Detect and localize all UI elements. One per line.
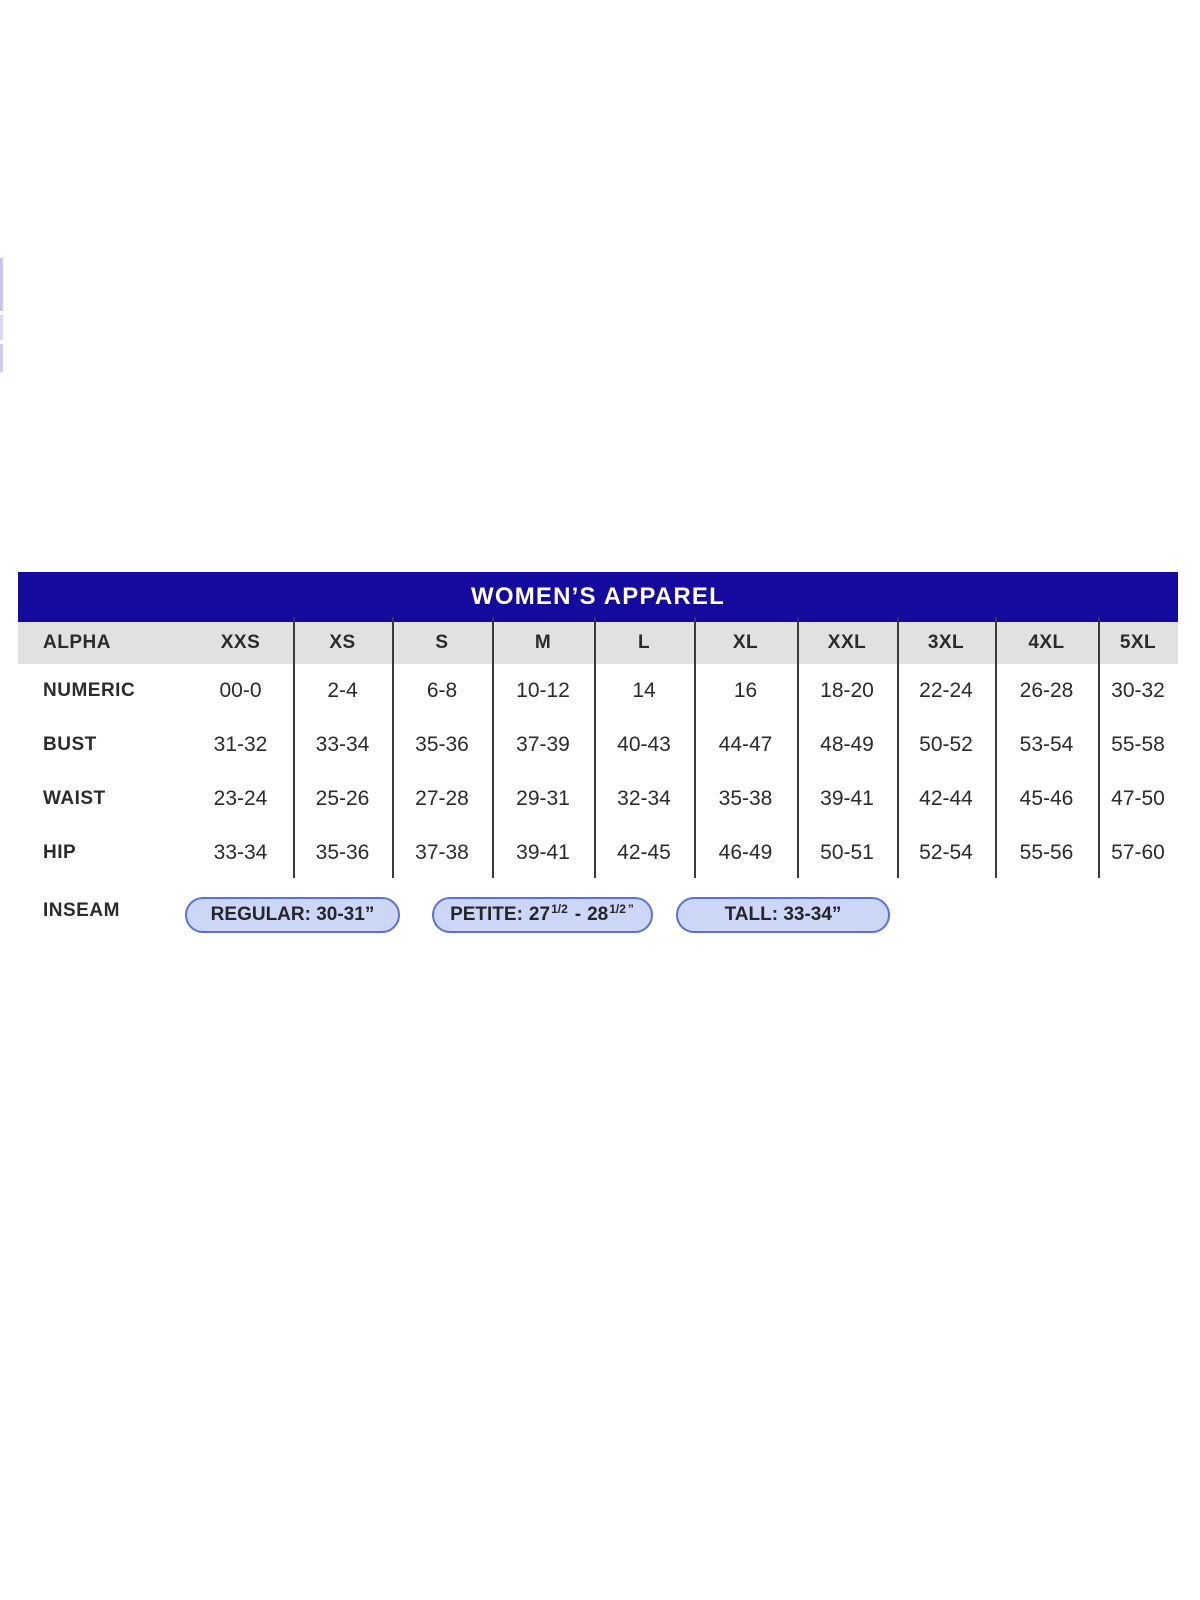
inseam-petite-separator: - — [574, 904, 582, 925]
col-header-l: L — [594, 622, 694, 664]
cell-bust-3: 37-39 — [516, 733, 570, 756]
cell-waist-9: 47-50 — [1111, 787, 1165, 810]
cell-bust-9: 55-58 — [1111, 733, 1165, 756]
inseam-petite-quote: ” — [627, 902, 634, 916]
column-divider-7 — [897, 617, 899, 878]
inseam-petite-value-1: 27 — [528, 904, 551, 925]
cell-waist-8: 45-46 — [1019, 787, 1074, 810]
column-divider-9 — [1098, 617, 1100, 878]
cell-hip-3: 39-41 — [516, 841, 570, 864]
cell-numeric-4: 14 — [632, 679, 656, 702]
row-label-numeric: NUMERIC — [43, 680, 136, 701]
col-header-m: M — [492, 622, 594, 664]
row-label-waist: WAIST — [43, 788, 106, 809]
cell-hip-9: 57-60 — [1111, 841, 1165, 864]
cell-waist-5: 35-38 — [718, 787, 773, 810]
cell-numeric-7: 22-24 — [919, 679, 973, 702]
col-header-xs: XS — [293, 622, 392, 664]
col-header-s: S — [392, 622, 492, 664]
cell-waist-0: 23-24 — [213, 787, 268, 810]
cell-numeric-5: 16 — [733, 679, 758, 702]
cell-waist-7: 42-44 — [919, 787, 973, 810]
row-label-bust: BUST — [43, 734, 97, 755]
cell-waist-4: 32-34 — [617, 787, 671, 810]
inseam-row: INSEAM REGULAR: 30-31” PETITE: 27 1/2-28 1/… — [18, 880, 1178, 942]
left-edge-artifact-2 — [0, 315, 3, 340]
column-divider-1 — [293, 617, 295, 878]
cell-hip-1: 35-36 — [315, 841, 370, 864]
inseam-regular-text: REGULAR: 30-31” — [210, 904, 375, 925]
cell-bust-7: 50-52 — [919, 733, 973, 756]
cell-numeric-2: 6-8 — [426, 679, 458, 702]
size-chart: WOMEN’S APPAREL ALPHA XXS XS S M L XL XXL 3XL 4XL… — [18, 572, 1178, 942]
inseam-option-petite: PETITE: 27 1/2-28 1/2” — [432, 897, 653, 933]
inseam-option-regular: REGULAR: 30-31” — [185, 897, 400, 933]
left-edge-artifact-3 — [0, 344, 3, 372]
cell-bust-1: 33-34 — [315, 733, 370, 756]
col-header-xl: XL — [694, 622, 797, 664]
cell-waist-6: 39-41 — [820, 787, 874, 810]
column-divider-5 — [694, 617, 696, 878]
size-chart-title: WOMEN’S APPAREL — [470, 583, 725, 610]
left-edge-artifact-1 — [0, 258, 3, 311]
column-divider-3 — [492, 617, 494, 878]
cell-numeric-8: 26-28 — [1019, 679, 1074, 702]
cell-bust-0: 31-32 — [213, 733, 268, 756]
cell-bust-2: 35-36 — [415, 733, 469, 756]
cell-bust-8: 53-54 — [1019, 733, 1074, 756]
col-header-xxs: XXS — [188, 622, 293, 664]
cell-bust-4: 40-43 — [617, 733, 671, 756]
inseam-petite-value-2: 28 — [587, 904, 609, 925]
cell-hip-8: 55-56 — [1019, 841, 1074, 864]
size-chart-header-bar: WOMEN’S APPAREL — [18, 572, 1178, 622]
cell-hip-0: 33-34 — [213, 841, 268, 864]
cell-numeric-6: 18-20 — [820, 679, 874, 702]
row-label-inseam: INSEAM — [43, 900, 120, 921]
cell-numeric-9: 30-32 — [1111, 679, 1165, 702]
col-header-xxl: XXL — [797, 622, 897, 664]
col-header-3xl: 3XL — [897, 622, 995, 664]
size-table: ALPHA XXS XS S M L XL XXL 3XL 4XL 5XL NUMERIC 00-0 2-… — [18, 622, 1178, 880]
col-header-4xl: 4XL — [995, 622, 1098, 664]
inseam-option-tall: TALL: 33-34” — [676, 897, 890, 933]
cell-numeric-3: 10-12 — [516, 679, 570, 702]
cell-bust-6: 48-49 — [820, 733, 874, 756]
inseam-petite-label: PETITE: — [450, 904, 523, 925]
cell-waist-1: 25-26 — [315, 787, 370, 810]
inseam-tall-text: TALL: 33-34” — [724, 904, 842, 925]
cell-waist-2: 27-28 — [415, 787, 469, 810]
cell-hip-6: 50-51 — [820, 841, 874, 864]
cell-bust-5: 44-47 — [718, 733, 773, 756]
cell-hip-7: 52-54 — [919, 841, 973, 864]
column-divider-6 — [797, 617, 799, 878]
cell-numeric-0: 00-0 — [219, 679, 262, 702]
row-label-alpha: ALPHA — [18, 622, 188, 664]
cell-hip-4: 42-45 — [617, 841, 671, 864]
cell-hip-5: 46-49 — [718, 841, 773, 864]
column-divider-2 — [392, 617, 394, 878]
inseam-petite-fraction-1: 1/2 — [551, 902, 568, 916]
column-divider-8 — [995, 617, 997, 878]
inseam-petite-fraction-2: 1/2 — [609, 902, 626, 916]
col-header-5xl: 5XL — [1098, 622, 1178, 664]
cell-numeric-1: 2-4 — [327, 679, 358, 702]
cell-waist-3: 29-31 — [516, 787, 570, 810]
cell-hip-2: 37-38 — [415, 841, 469, 864]
column-divider-4 — [594, 617, 596, 878]
row-label-hip: HIP — [43, 842, 77, 863]
